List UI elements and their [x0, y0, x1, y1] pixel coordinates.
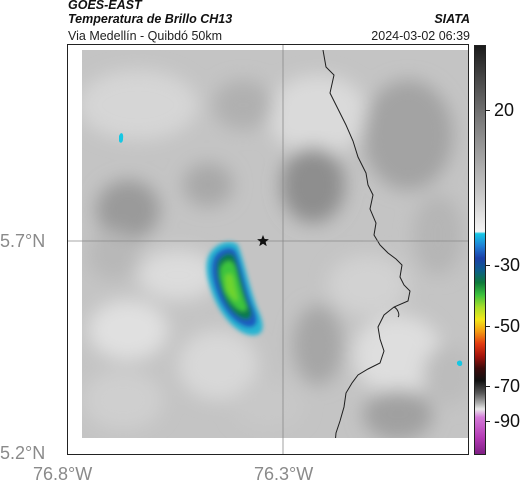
colorbar-label: -50 [494, 316, 521, 336]
convective-cell [206, 241, 263, 336]
colorbar-label: 20 [494, 100, 515, 120]
map-panel [67, 44, 469, 455]
colorbar-tick [486, 421, 490, 422]
colorbar-tick [486, 326, 490, 327]
longitude-label: 76.3°W [254, 464, 314, 484]
source-label: SIATA [434, 12, 470, 26]
colorbar-tick [486, 386, 490, 387]
cold-cloud-speck [457, 360, 463, 367]
timestamp: 2024-03-02 06:39 [371, 29, 470, 43]
colorbar-label: -70 [494, 376, 521, 396]
colorbar-label: -90 [494, 411, 521, 431]
colorbar-tick [486, 265, 490, 266]
cold-cloud-speck [119, 133, 124, 143]
colorbar-tick [486, 110, 490, 111]
colorbar [474, 45, 486, 455]
brightness-temperature-field [82, 50, 468, 438]
product-title: Temperatura de Brillo CH13 [68, 12, 233, 26]
satellite-image [68, 45, 468, 454]
longitude-label: 76.8°W [33, 464, 93, 484]
satellite-name: GOES-EAST [68, 0, 142, 12]
route-label: Via Medellín - Quibdó 50km [68, 29, 223, 43]
border-line [322, 50, 411, 438]
latitude-label: 5.2°N [0, 443, 46, 463]
colorbar-label: -30 [494, 255, 521, 275]
star-icon [257, 235, 269, 247]
latitude-label: 5.7°N [0, 231, 46, 251]
